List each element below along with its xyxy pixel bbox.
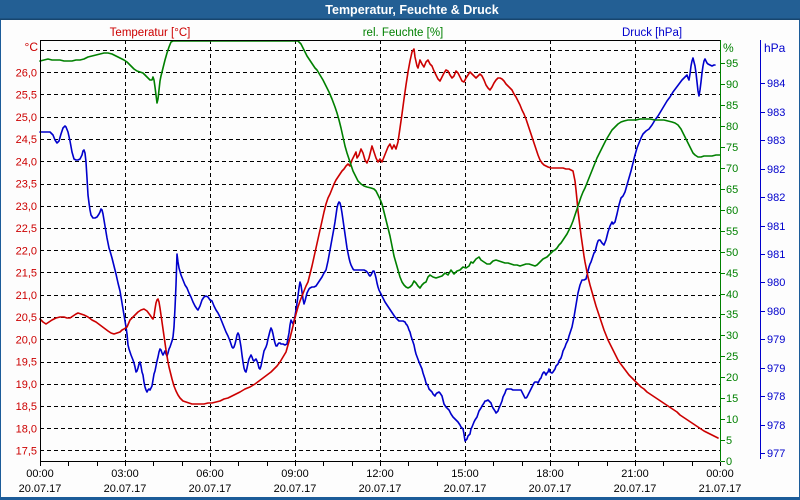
svg-text:20,0: 20,0: [16, 334, 37, 346]
svg-text:18:00: 18:00: [536, 468, 564, 480]
svg-text:35: 35: [726, 309, 738, 321]
svg-text:12:00: 12:00: [366, 468, 394, 480]
svg-text:17,5: 17,5: [16, 446, 37, 458]
svg-text:Druck [hPa]: Druck [hPa]: [622, 27, 682, 39]
svg-text:19,5: 19,5: [16, 357, 37, 369]
svg-text:20.07.17: 20.07.17: [189, 483, 232, 495]
svg-text:70: 70: [726, 163, 738, 175]
svg-text:21,0: 21,0: [16, 290, 37, 302]
svg-text:20.07.17: 20.07.17: [444, 483, 487, 495]
svg-text:Temperatur [°C]: Temperatur [°C]: [110, 27, 191, 39]
svg-text:982: 982: [767, 164, 785, 176]
svg-text:5: 5: [726, 435, 732, 447]
svg-text:25,0: 25,0: [16, 112, 37, 124]
svg-text:90: 90: [726, 79, 738, 91]
svg-text:977: 977: [767, 448, 785, 460]
svg-text:20.07.17: 20.07.17: [19, 483, 62, 495]
svg-text:984: 984: [767, 78, 785, 90]
svg-text:981: 981: [767, 221, 785, 233]
svg-text:hPa: hPa: [764, 41, 786, 55]
svg-text:978: 978: [767, 391, 785, 403]
svg-text:85: 85: [726, 100, 738, 112]
svg-text:00:00: 00:00: [706, 468, 734, 480]
svg-text:21,5: 21,5: [16, 268, 37, 280]
svg-text:21.07.17: 21.07.17: [699, 483, 742, 495]
svg-text:978: 978: [767, 420, 785, 432]
svg-text:24,0: 24,0: [16, 156, 37, 168]
svg-text:30: 30: [726, 330, 738, 342]
svg-text:20.07.17: 20.07.17: [614, 483, 657, 495]
svg-text:%: %: [723, 41, 734, 55]
svg-text:22,5: 22,5: [16, 223, 37, 235]
svg-text:rel. Feuchte [%]: rel. Feuchte [%]: [363, 27, 444, 39]
svg-text:20,5: 20,5: [16, 312, 37, 324]
svg-text:15: 15: [726, 393, 738, 405]
svg-text:22,0: 22,0: [16, 245, 37, 257]
svg-text:983: 983: [767, 107, 785, 119]
svg-text:20.07.17: 20.07.17: [359, 483, 402, 495]
svg-text:15:00: 15:00: [451, 468, 479, 480]
svg-text:20: 20: [726, 372, 738, 384]
svg-text:95: 95: [726, 58, 738, 70]
svg-text:983: 983: [767, 135, 785, 147]
svg-text:75: 75: [726, 142, 738, 154]
svg-text:55: 55: [726, 226, 738, 238]
svg-text:980: 980: [767, 277, 785, 289]
svg-text:09:00: 09:00: [281, 468, 309, 480]
svg-text:982: 982: [767, 192, 785, 204]
svg-text:45: 45: [726, 268, 738, 280]
svg-text:65: 65: [726, 184, 738, 196]
svg-text:26,0: 26,0: [16, 67, 37, 79]
svg-text:°C: °C: [25, 40, 39, 54]
svg-text:00:00: 00:00: [26, 468, 54, 480]
svg-text:23,5: 23,5: [16, 179, 37, 191]
svg-text:Temperatur, Feuchte & Druck: Temperatur, Feuchte & Druck: [325, 3, 498, 17]
svg-text:20.07.17: 20.07.17: [529, 483, 572, 495]
svg-text:21:00: 21:00: [621, 468, 649, 480]
svg-text:20.07.17: 20.07.17: [104, 483, 147, 495]
svg-text:40: 40: [726, 289, 738, 301]
svg-text:20.07.17: 20.07.17: [274, 483, 317, 495]
svg-text:18,0: 18,0: [16, 423, 37, 435]
svg-text:10: 10: [726, 414, 738, 426]
svg-text:980: 980: [767, 306, 785, 318]
svg-text:18,5: 18,5: [16, 401, 37, 413]
svg-text:50: 50: [726, 247, 738, 259]
svg-text:979: 979: [767, 334, 785, 346]
svg-text:0: 0: [726, 456, 732, 468]
svg-text:19,0: 19,0: [16, 379, 37, 391]
svg-text:25,5: 25,5: [16, 90, 37, 102]
svg-text:06:00: 06:00: [196, 468, 224, 480]
svg-text:80: 80: [726, 121, 738, 133]
svg-text:60: 60: [726, 205, 738, 217]
svg-text:979: 979: [767, 363, 785, 375]
svg-text:23,0: 23,0: [16, 201, 37, 213]
svg-text:03:00: 03:00: [111, 468, 139, 480]
svg-text:24,5: 24,5: [16, 134, 37, 146]
svg-text:981: 981: [767, 249, 785, 261]
svg-text:25: 25: [726, 351, 738, 363]
